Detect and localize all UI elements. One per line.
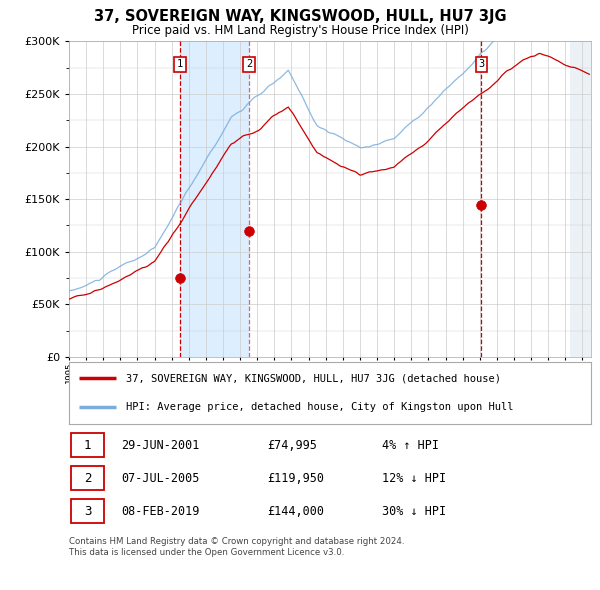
Text: 3: 3 (478, 60, 485, 70)
Text: 08-FEB-2019: 08-FEB-2019 (121, 504, 200, 518)
Text: £74,995: £74,995 (268, 438, 317, 452)
Text: HPI: Average price, detached house, City of Kingston upon Hull: HPI: Average price, detached house, City… (127, 402, 514, 412)
Text: 1: 1 (84, 438, 91, 452)
Text: £119,950: £119,950 (268, 471, 325, 485)
Text: 12% ↓ HPI: 12% ↓ HPI (382, 471, 446, 485)
Text: 2: 2 (84, 471, 91, 485)
FancyBboxPatch shape (71, 499, 104, 523)
Text: Price paid vs. HM Land Registry's House Price Index (HPI): Price paid vs. HM Land Registry's House … (131, 24, 469, 37)
Text: 3: 3 (84, 504, 91, 518)
Text: 4% ↑ HPI: 4% ↑ HPI (382, 438, 439, 452)
Text: 1: 1 (177, 60, 183, 70)
Text: 29-JUN-2001: 29-JUN-2001 (121, 438, 200, 452)
FancyBboxPatch shape (71, 466, 104, 490)
Text: 07-JUL-2005: 07-JUL-2005 (121, 471, 200, 485)
Text: Contains HM Land Registry data © Crown copyright and database right 2024.: Contains HM Land Registry data © Crown c… (69, 537, 404, 546)
Text: £144,000: £144,000 (268, 504, 325, 518)
Text: 37, SOVEREIGN WAY, KINGSWOOD, HULL, HU7 3JG: 37, SOVEREIGN WAY, KINGSWOOD, HULL, HU7 … (94, 9, 506, 24)
FancyBboxPatch shape (71, 433, 104, 457)
Text: 37, SOVEREIGN WAY, KINGSWOOD, HULL, HU7 3JG (detached house): 37, SOVEREIGN WAY, KINGSWOOD, HULL, HU7 … (127, 373, 502, 384)
Bar (180, 41, 249, 357)
Text: This data is licensed under the Open Government Licence v3.0.: This data is licensed under the Open Gov… (69, 548, 344, 556)
Bar (571, 41, 591, 357)
Text: 30% ↓ HPI: 30% ↓ HPI (382, 504, 446, 518)
Text: 2: 2 (246, 60, 252, 70)
